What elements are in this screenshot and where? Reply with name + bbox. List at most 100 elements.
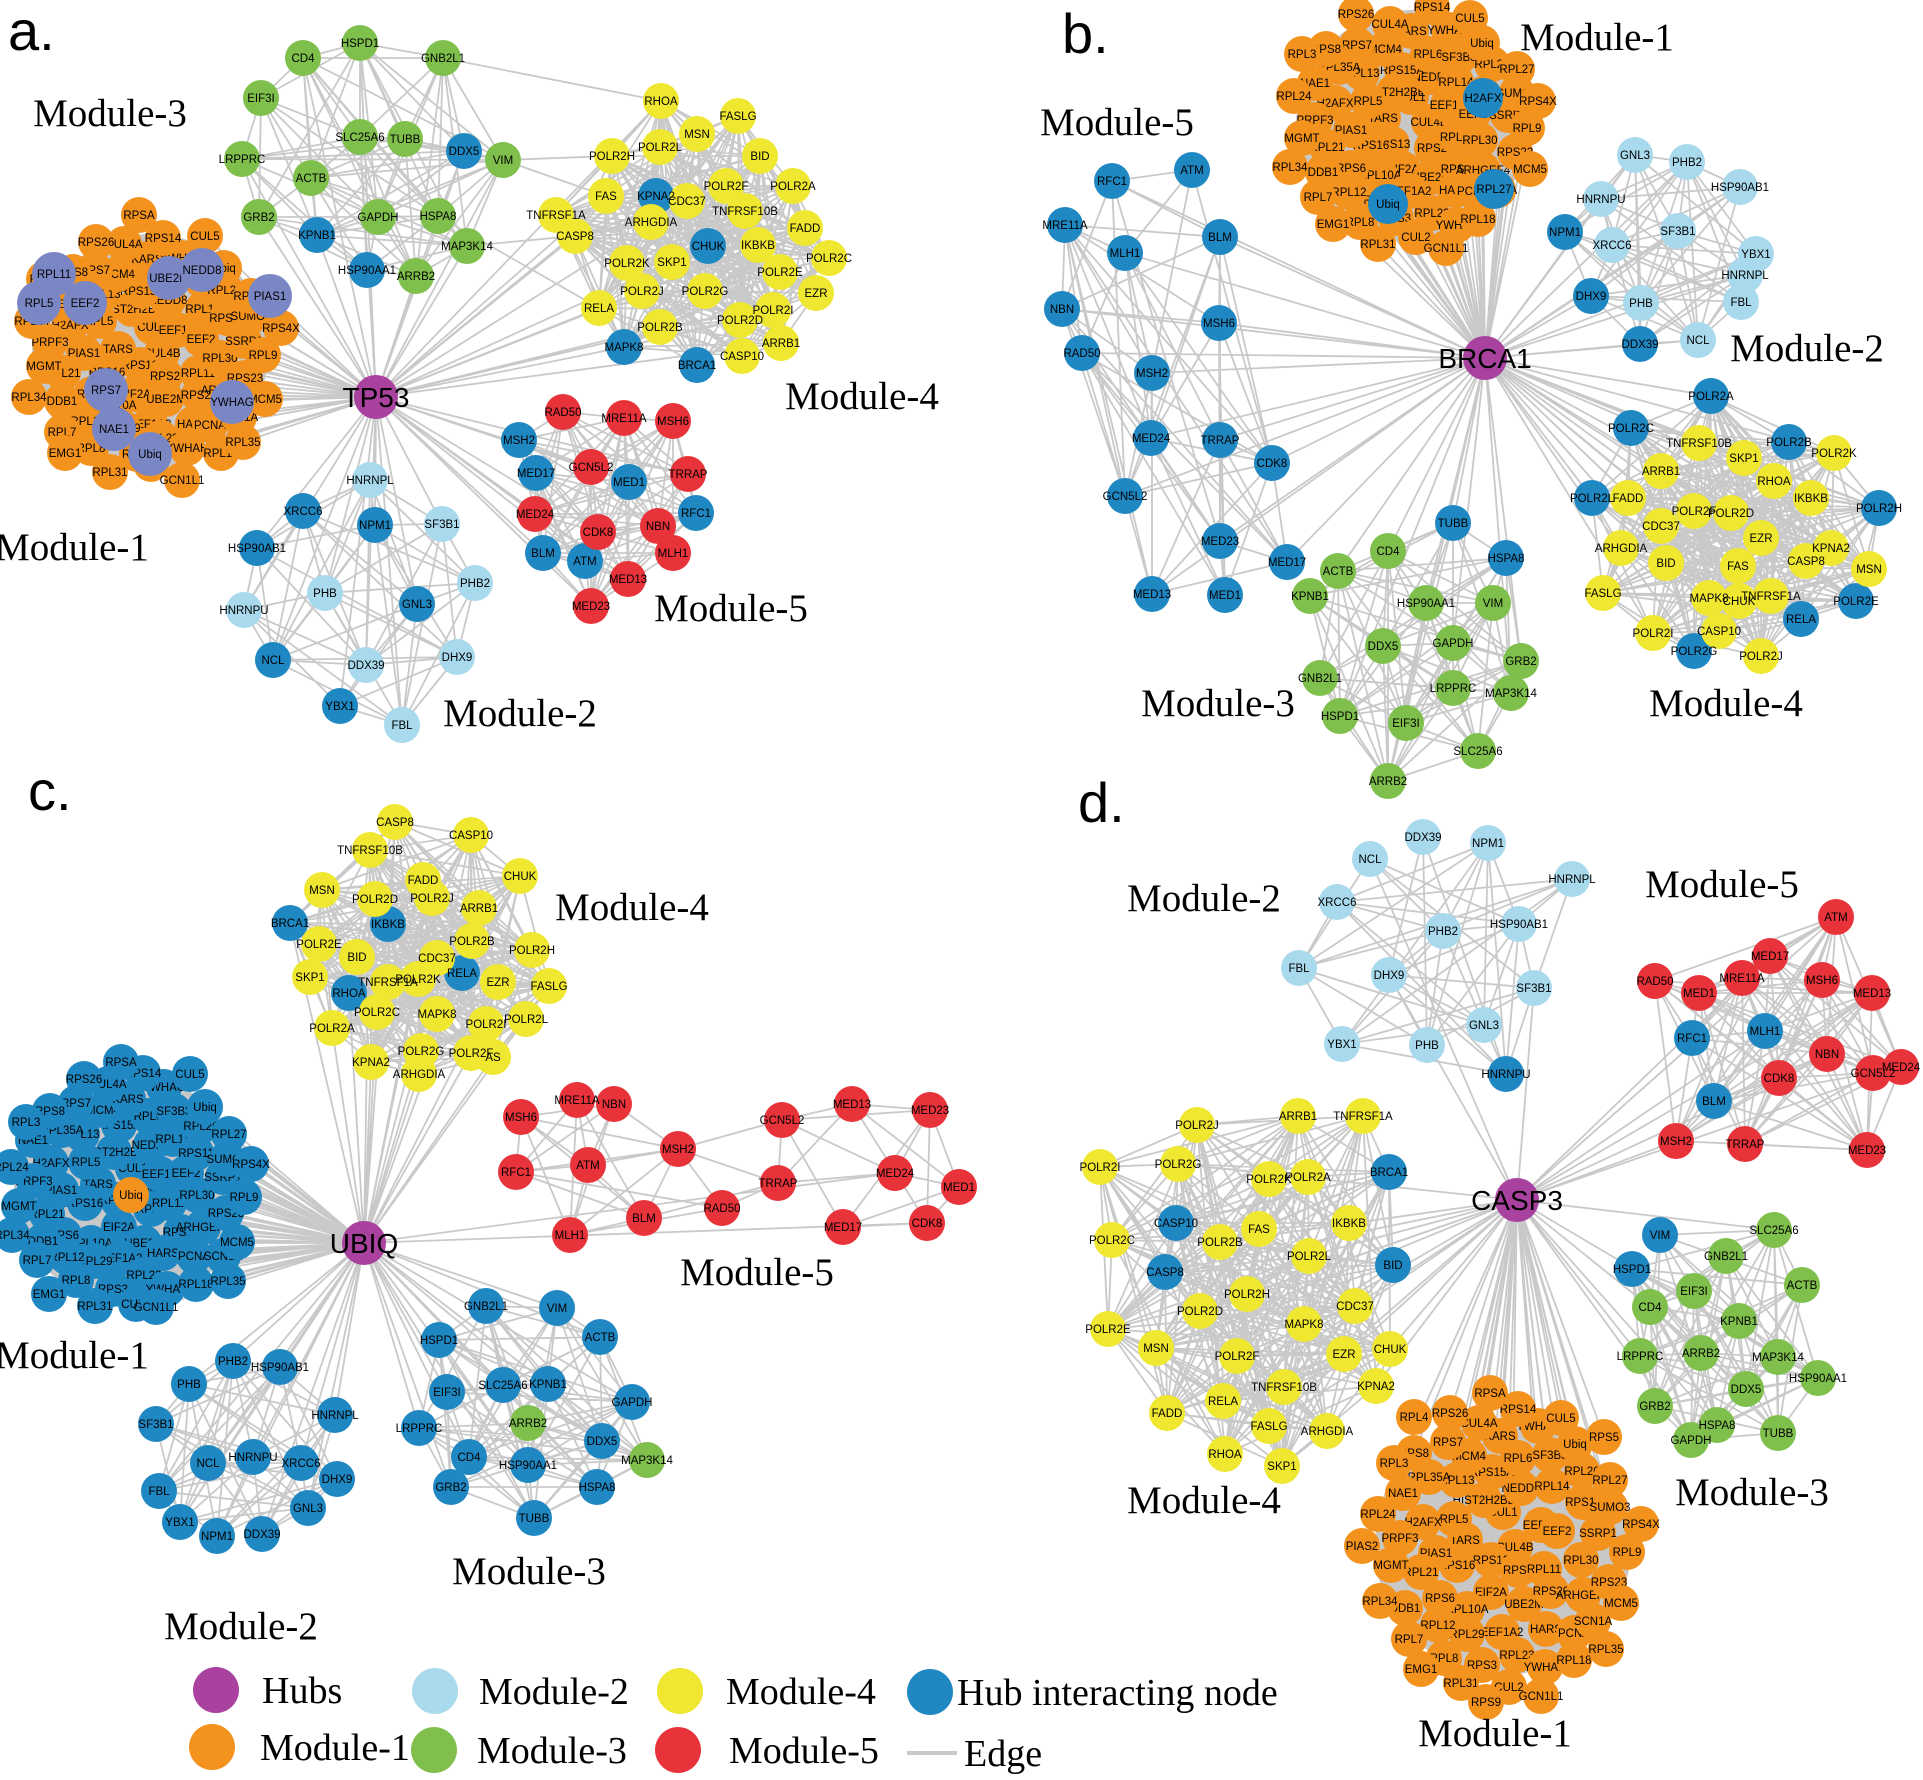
svg-text:ARHGDIA: ARHGDIA bbox=[625, 217, 678, 229]
svg-text:CASP10: CASP10 bbox=[1697, 626, 1741, 638]
svg-text:RPS13: RPS13 bbox=[1473, 1555, 1509, 1567]
svg-text:RPL11: RPL11 bbox=[181, 368, 215, 380]
svg-text:MED23: MED23 bbox=[572, 601, 610, 613]
svg-text:NPM1: NPM1 bbox=[1472, 838, 1504, 850]
svg-text:RPL21: RPL21 bbox=[1403, 1567, 1438, 1579]
svg-text:RPL35: RPL35 bbox=[225, 437, 260, 449]
svg-text:Module-5: Module-5 bbox=[1645, 863, 1799, 906]
svg-text:CD4: CD4 bbox=[1376, 546, 1400, 558]
svg-text:ARHGDIA: ARHGDIA bbox=[1595, 543, 1648, 555]
svg-text:EIF2A: EIF2A bbox=[103, 1222, 135, 1234]
svg-text:RPL6: RPL6 bbox=[1504, 1453, 1533, 1465]
svg-text:HSP90AB1: HSP90AB1 bbox=[1490, 919, 1548, 931]
svg-text:CDC37: CDC37 bbox=[1336, 1301, 1374, 1313]
svg-text:RPSA: RPSA bbox=[105, 1057, 137, 1069]
svg-text:EZR: EZR bbox=[487, 977, 510, 989]
svg-text:RPL10A: RPL10A bbox=[1446, 1604, 1489, 1616]
svg-text:CDK8: CDK8 bbox=[1764, 1073, 1795, 1085]
svg-text:IKBKB: IKBKB bbox=[741, 240, 775, 252]
svg-text:BLM: BLM bbox=[1208, 232, 1232, 244]
svg-text:HNRNPL: HNRNPL bbox=[311, 1410, 359, 1422]
svg-text:RPL9: RPL9 bbox=[249, 350, 278, 362]
svg-text:Module-4: Module-4 bbox=[555, 886, 709, 929]
svg-text:RPSA: RPSA bbox=[123, 210, 155, 222]
svg-text:RPS16: RPS16 bbox=[67, 1198, 103, 1210]
svg-text:UBE2M: UBE2M bbox=[149, 273, 189, 285]
svg-text:POLR2F: POLR2F bbox=[449, 1048, 494, 1060]
svg-text:PIAS1: PIAS1 bbox=[1335, 125, 1368, 137]
svg-text:RPL8: RPL8 bbox=[62, 1275, 91, 1287]
svg-text:PHB2: PHB2 bbox=[460, 578, 490, 590]
svg-text:MAP3K14: MAP3K14 bbox=[621, 1455, 673, 1467]
svg-text:SLC25A6: SLC25A6 bbox=[1749, 1225, 1798, 1237]
svg-text:Module-2: Module-2 bbox=[1730, 327, 1884, 370]
svg-text:YWHAG: YWHAG bbox=[210, 397, 254, 409]
svg-text:RPL11: RPL11 bbox=[1527, 1564, 1561, 1576]
svg-text:MED1: MED1 bbox=[1683, 988, 1715, 1000]
svg-text:MCM5: MCM5 bbox=[1513, 164, 1547, 176]
svg-text:HARS: HARS bbox=[1530, 1624, 1562, 1636]
svg-text:PIAS2: PIAS2 bbox=[1346, 1541, 1379, 1553]
svg-text:MED13: MED13 bbox=[609, 574, 647, 586]
svg-text:HSPD1: HSPD1 bbox=[341, 38, 379, 50]
svg-text:HSP90AA1: HSP90AA1 bbox=[1789, 1373, 1847, 1385]
svg-text:MED24: MED24 bbox=[1882, 1062, 1921, 1074]
svg-text:NPM1: NPM1 bbox=[201, 1531, 233, 1543]
svg-text:RPL5: RPL5 bbox=[25, 298, 54, 310]
svg-text:MRE11A: MRE11A bbox=[601, 413, 646, 425]
svg-text:c.: c. bbox=[28, 759, 72, 822]
svg-text:TRRAP: TRRAP bbox=[1201, 435, 1240, 447]
svg-text:MSH2: MSH2 bbox=[662, 1144, 694, 1156]
svg-text:CD4: CD4 bbox=[291, 53, 315, 65]
svg-text:NAE1: NAE1 bbox=[1388, 1488, 1418, 1500]
svg-text:LRPPRC: LRPPRC bbox=[1617, 1351, 1664, 1363]
svg-text:MED13: MED13 bbox=[1133, 589, 1171, 601]
svg-text:GAPDH: GAPDH bbox=[612, 1397, 653, 1409]
svg-text:RPS26: RPS26 bbox=[78, 237, 114, 249]
svg-text:AS: AS bbox=[485, 1052, 501, 1064]
svg-text:RPL35A: RPL35A bbox=[1408, 1472, 1451, 1484]
svg-text:HSP90AA1: HSP90AA1 bbox=[1397, 598, 1455, 610]
svg-text:MGMT: MGMT bbox=[1284, 133, 1319, 145]
svg-text:CDC37: CDC37 bbox=[668, 196, 706, 208]
svg-text:CUL5: CUL5 bbox=[175, 1069, 204, 1081]
svg-text:POLR2E: POLR2E bbox=[1833, 596, 1879, 608]
svg-text:GCN1L1: GCN1L1 bbox=[1424, 243, 1469, 255]
svg-text:XRCC6: XRCC6 bbox=[282, 1458, 321, 1470]
svg-text:RPS7: RPS7 bbox=[91, 385, 121, 397]
svg-text:TUBB: TUBB bbox=[1438, 518, 1469, 530]
svg-text:POLR2E: POLR2E bbox=[296, 939, 342, 951]
svg-text:POLR2G: POLR2G bbox=[682, 286, 729, 298]
svg-text:POLR2I: POLR2I bbox=[466, 1019, 507, 1031]
svg-text:RELA: RELA bbox=[1786, 614, 1816, 626]
svg-text:POLR2J: POLR2J bbox=[1739, 651, 1782, 663]
svg-text:PHB2: PHB2 bbox=[1672, 157, 1702, 169]
svg-text:POLR2E: POLR2E bbox=[1085, 1324, 1131, 1336]
svg-text:CHUK: CHUK bbox=[692, 241, 725, 253]
svg-text:GAPDH: GAPDH bbox=[358, 212, 399, 224]
svg-text:MAPK8: MAPK8 bbox=[418, 1009, 457, 1021]
svg-text:RPS2: RPS2 bbox=[150, 371, 180, 383]
svg-text:Module-1: Module-1 bbox=[1520, 16, 1674, 59]
svg-text:RPL24: RPL24 bbox=[0, 1162, 29, 1174]
svg-text:PRPF3: PRPF3 bbox=[1381, 1533, 1418, 1545]
svg-text:MSH6: MSH6 bbox=[657, 416, 689, 428]
svg-text:MGMT: MGMT bbox=[1373, 1560, 1408, 1572]
svg-text:NEDD8: NEDD8 bbox=[183, 265, 222, 277]
svg-text:ARRB2: ARRB2 bbox=[1369, 776, 1407, 788]
svg-text:NEDD8: NEDD8 bbox=[1502, 1483, 1541, 1495]
svg-text:UBE2M: UBE2M bbox=[146, 394, 186, 406]
svg-text:Module-3: Module-3 bbox=[1141, 682, 1295, 725]
svg-text:EIF3I: EIF3I bbox=[247, 93, 274, 105]
svg-text:XRCC6: XRCC6 bbox=[284, 506, 323, 518]
svg-text:HNRNPL: HNRNPL bbox=[346, 475, 394, 487]
svg-text:RPL5: RPL5 bbox=[1354, 96, 1383, 108]
svg-text:MSH2: MSH2 bbox=[1660, 1136, 1692, 1148]
svg-text:DDB1: DDB1 bbox=[47, 396, 78, 408]
svg-text:DHX9: DHX9 bbox=[1374, 970, 1405, 982]
svg-text:CUL4A: CUL4A bbox=[105, 239, 142, 251]
svg-text:CDC37: CDC37 bbox=[418, 953, 456, 965]
svg-text:BRCA1: BRCA1 bbox=[271, 918, 309, 930]
svg-text:HNRNPL: HNRNPL bbox=[1721, 270, 1769, 282]
svg-text:RFC1: RFC1 bbox=[1097, 176, 1127, 188]
